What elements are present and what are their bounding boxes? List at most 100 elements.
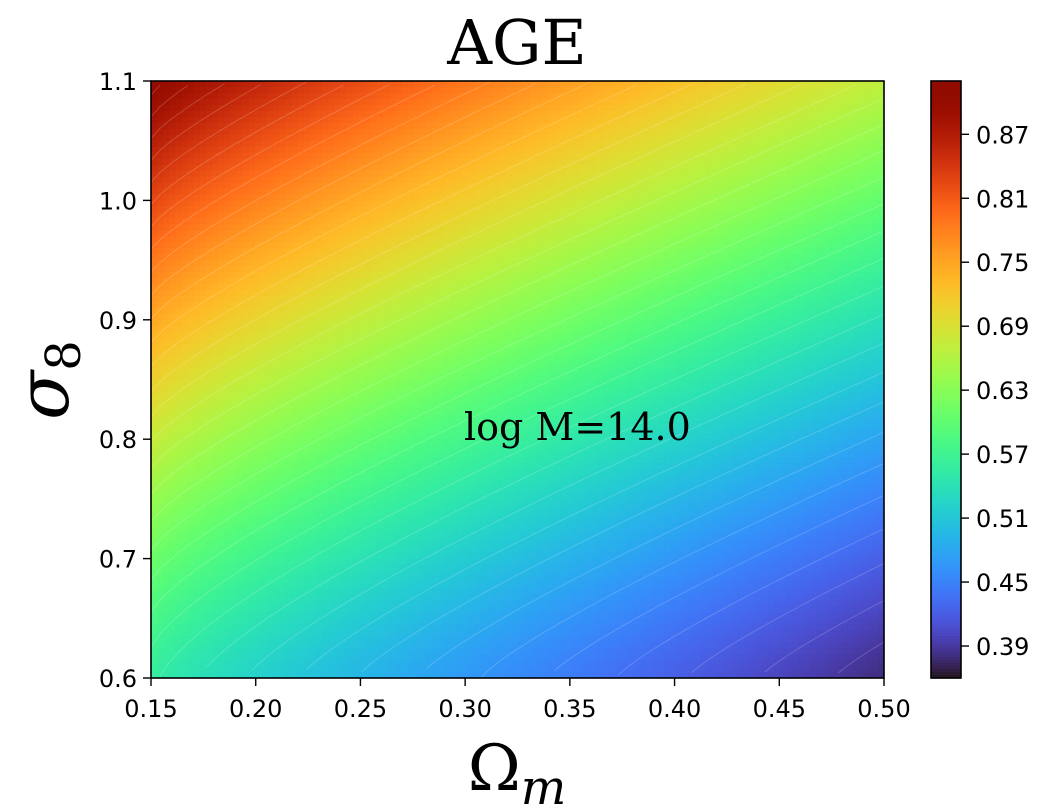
heatmap-cell — [370, 158, 378, 166]
heatmap-cell — [505, 254, 512, 261]
heatmap-cell — [853, 248, 861, 255]
heatmap-cell — [657, 182, 665, 190]
heatmap-cell — [560, 134, 567, 142]
heatmap-cell — [254, 248, 262, 255]
heatmap-cell — [596, 295, 604, 303]
heatmap-cell — [493, 236, 500, 243]
heatmap-cell — [151, 266, 158, 273]
heatmap-cell — [334, 158, 341, 166]
heatmap-cell — [749, 146, 757, 154]
heatmap-cell — [694, 319, 702, 327]
heatmap-cell — [615, 176, 622, 184]
heatmap-cell — [346, 289, 354, 297]
heatmap-cell — [743, 110, 751, 118]
heatmap-cell — [315, 104, 323, 112]
heatmap-cell — [877, 224, 884, 231]
heatmap-cell — [590, 110, 598, 118]
heatmap-cell — [682, 164, 690, 172]
heatmap-cell — [383, 170, 390, 178]
heatmap-cell — [822, 283, 830, 291]
heatmap-cell — [425, 218, 433, 225]
heatmap-cell — [829, 86, 836, 94]
heatmap-cell — [615, 218, 622, 225]
heatmap-cell — [291, 188, 299, 196]
heatmap-cell — [523, 152, 531, 160]
heatmap-cell — [395, 104, 403, 112]
heatmap-cell — [584, 218, 592, 225]
heatmap-cell — [175, 146, 183, 154]
heatmap-cell — [218, 254, 225, 261]
heatmap-cell — [639, 146, 647, 154]
heatmap-cell — [719, 134, 726, 142]
heatmap-cell — [792, 194, 800, 201]
heatmap-cell — [303, 278, 311, 285]
heatmap-cell — [639, 212, 647, 219]
heatmap-cell — [749, 313, 757, 321]
heatmap-cell — [780, 146, 787, 154]
heatmap-cell — [761, 128, 769, 136]
heatmap-cell — [413, 307, 421, 315]
heatmap-cell — [786, 122, 793, 130]
heatmap-cell — [859, 116, 867, 124]
heatmap-cell — [438, 283, 445, 291]
heatmap-cell — [236, 164, 244, 172]
heatmap-cell — [218, 122, 225, 130]
heatmap-cell — [749, 116, 757, 124]
heatmap-cell — [218, 116, 225, 124]
heatmap-cell — [322, 110, 329, 118]
heatmap-cell — [474, 182, 482, 190]
heatmap-cell — [578, 152, 586, 160]
heatmap-cell — [505, 134, 512, 142]
heatmap-cell — [181, 254, 189, 261]
heatmap-cell — [230, 272, 238, 279]
heatmap-cell — [633, 92, 641, 100]
heatmap-cell — [535, 307, 543, 315]
heatmap-cell — [151, 212, 158, 219]
heatmap-cell — [847, 134, 855, 142]
heatmap-cell — [664, 319, 671, 327]
heatmap-cell — [462, 272, 470, 279]
heatmap-cell — [841, 164, 848, 172]
heatmap-cell — [493, 176, 500, 184]
heatmap-cell — [798, 164, 806, 172]
heatmap-cell — [841, 104, 848, 112]
heatmap-cell — [841, 301, 848, 309]
heatmap-cell — [609, 266, 616, 273]
heatmap-cell — [755, 278, 763, 285]
heatmap-cell — [548, 260, 555, 267]
heatmap-cell — [627, 158, 635, 166]
heatmap-cell — [719, 254, 726, 261]
heatmap-cell — [377, 200, 384, 207]
heatmap-cell — [688, 110, 696, 118]
heatmap-cell — [871, 260, 879, 267]
heatmap-cell — [535, 104, 543, 112]
heatmap-cell — [157, 319, 164, 327]
heatmap-cell — [645, 260, 653, 267]
heatmap-cell — [236, 313, 244, 321]
heatmap-cell — [352, 128, 360, 136]
heatmap-cell — [340, 212, 348, 219]
heatmap-cell — [205, 104, 213, 112]
heatmap-cell — [285, 248, 293, 255]
heatmap-cell — [633, 110, 641, 118]
heatmap-cell — [645, 272, 653, 279]
heatmap-cell — [431, 289, 439, 297]
heatmap-cell — [322, 164, 329, 172]
heatmap-cell — [590, 266, 598, 273]
heatmap-cell — [480, 260, 488, 267]
heatmap-cell — [877, 92, 884, 100]
heatmap-cell — [493, 110, 500, 118]
heatmap-cell — [743, 295, 751, 303]
heatmap-cell — [578, 278, 586, 285]
heatmap-cell — [596, 188, 604, 196]
heatmap-cell — [303, 301, 311, 309]
heatmap-cell — [792, 242, 800, 249]
heatmap-cell — [725, 164, 732, 172]
heatmap-cell — [401, 194, 409, 201]
heatmap-cell — [248, 248, 256, 255]
heatmap-cell — [590, 289, 598, 297]
heatmap-cell — [603, 301, 610, 309]
heatmap-cell — [609, 164, 616, 172]
heatmap-cell — [358, 176, 366, 184]
heatmap-cell — [456, 188, 464, 196]
